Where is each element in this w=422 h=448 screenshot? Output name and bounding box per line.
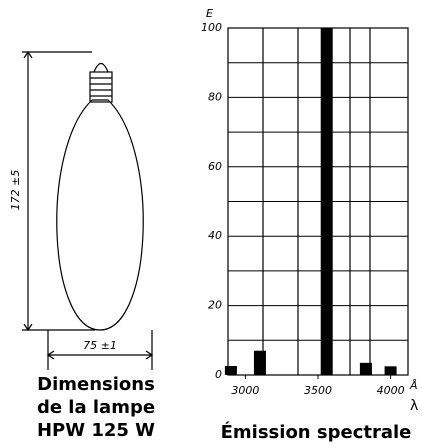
y-tick-label: 20: [208, 299, 222, 312]
x-tick-label: 4000: [377, 384, 405, 397]
x-axis-label: Å: [409, 379, 418, 392]
caption-line: HPW 125 W: [37, 420, 155, 441]
x-axis-symbol: λ: [410, 398, 418, 414]
lamp-contact: [93, 62, 109, 73]
caption-line: de la lampe: [37, 397, 155, 418]
height-label: 172 ±5: [9, 170, 22, 211]
y-tick-label: 60: [208, 160, 222, 173]
chart-title: Émission spectrale: [221, 421, 412, 443]
bulb: [56, 99, 144, 331]
bar: [359, 362, 372, 375]
lamp-drawing: 172 ±5 75 ±1 Dimensions de la lampe HPW …: [9, 50, 155, 441]
width-dimension: [46, 330, 154, 370]
y-tick-label: 40: [208, 229, 222, 242]
bar: [320, 28, 333, 375]
chart: E Å λ Émission spectrale: [206, 7, 418, 443]
y-tick-label: 80: [208, 90, 222, 103]
y-tick-label: 0: [215, 368, 222, 381]
height-dimension: [22, 50, 95, 332]
lamp-base: [89, 71, 113, 103]
bar: [224, 365, 237, 375]
x-tick-label: 3500: [304, 384, 332, 397]
screw-thread: [90, 77, 112, 97]
caption-line: Dimensions: [37, 374, 155, 395]
bar: [253, 350, 266, 375]
width-label: 75 ±1: [83, 339, 117, 352]
y-axis-label: E: [206, 7, 213, 20]
x-tick-label: 3000: [231, 384, 259, 397]
bar: [384, 366, 397, 375]
y-tick-label: 100: [201, 21, 222, 34]
